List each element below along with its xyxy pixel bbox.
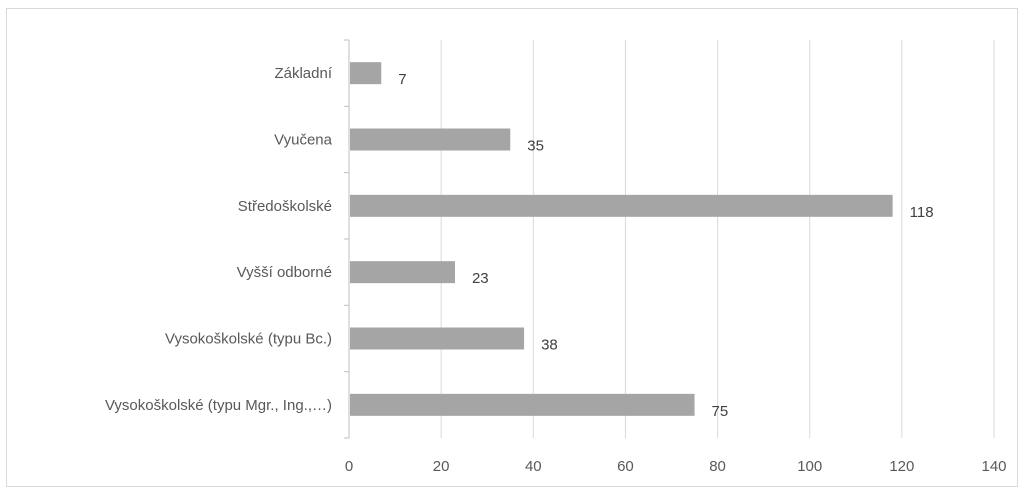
bar <box>350 194 893 217</box>
x-tick-label: 0 <box>345 458 353 475</box>
x-tick-label: 100 <box>797 458 822 475</box>
x-tick-label: 140 <box>981 458 1006 475</box>
x-tick-label: 40 <box>525 458 542 475</box>
category-label: Vysokoškolské (typu Bc.) <box>165 331 332 348</box>
category-label: Základní <box>274 65 332 82</box>
bar <box>350 62 382 85</box>
category-label: Vyučena <box>274 132 332 149</box>
category-label: Vysokoškolské (typu Mgr., Ing.,…) <box>105 397 332 414</box>
bar <box>350 327 525 350</box>
data-label: 7 <box>398 71 406 88</box>
category-label: Vyšší odborné <box>237 264 332 281</box>
bar <box>350 128 511 151</box>
bar <box>350 261 455 284</box>
x-tick-label: 80 <box>709 458 726 475</box>
data-label: 35 <box>527 138 544 155</box>
data-label: 118 <box>910 204 934 221</box>
data-label: 23 <box>472 270 489 287</box>
category-label: Středoškolské <box>238 198 332 215</box>
x-tick-label: 60 <box>617 458 634 475</box>
x-tick-label: 20 <box>433 458 450 475</box>
bar <box>350 393 695 416</box>
data-label: 38 <box>541 337 558 354</box>
data-label: 75 <box>712 403 729 420</box>
x-tick-label: 120 <box>889 458 914 475</box>
